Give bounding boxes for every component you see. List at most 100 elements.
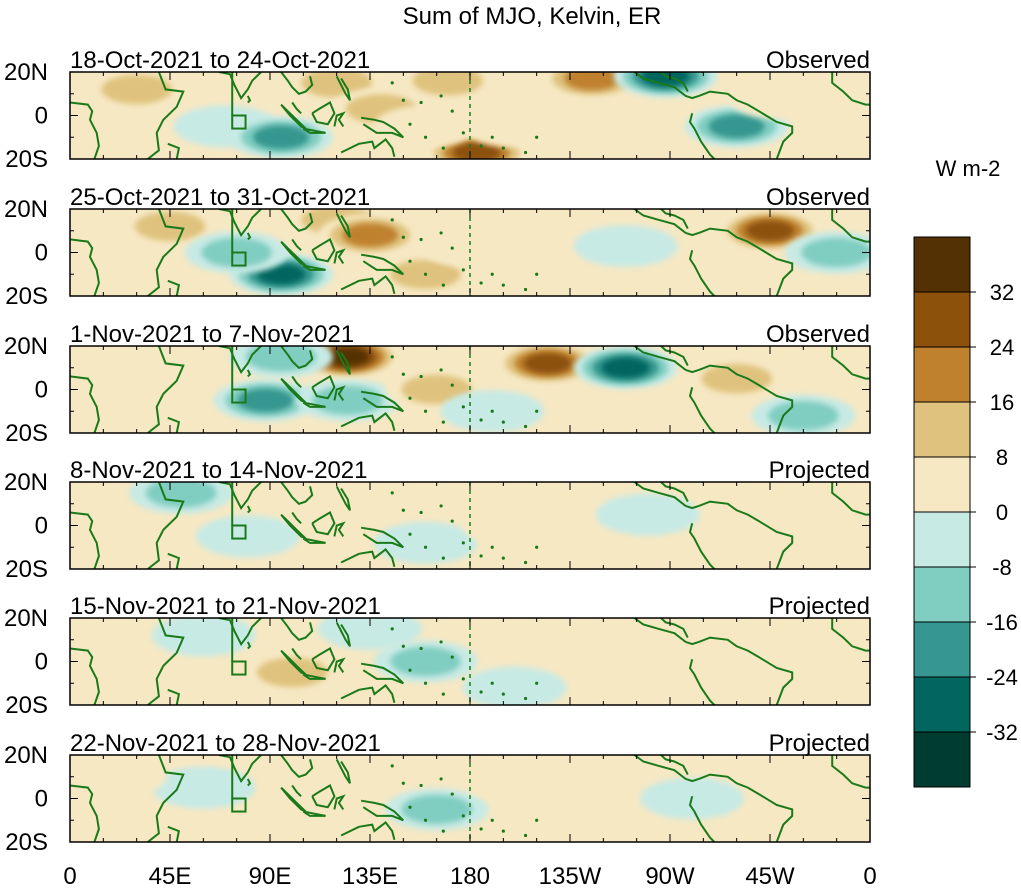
- colorbar-swatch: [913, 456, 971, 513]
- y-tick-label: 0: [35, 103, 48, 130]
- island-dot: [408, 396, 412, 400]
- island-dot: [450, 246, 454, 250]
- coastline: [302, 810, 326, 817]
- x-tick-label: 90E: [249, 863, 292, 889]
- island-dot: [501, 420, 505, 424]
- anomaly-mark: [595, 493, 700, 536]
- coastline: [335, 349, 351, 375]
- colorbar-tick-label: -24: [986, 665, 1018, 690]
- coastline: [633, 209, 700, 237]
- coastline: [291, 238, 302, 252]
- coastline: [218, 72, 262, 100]
- coastline: [280, 209, 314, 232]
- anomaly-mark: [106, 357, 211, 400]
- island-dot: [479, 690, 483, 694]
- island-dot: [501, 556, 505, 560]
- anomaly-mark: [708, 114, 765, 139]
- colorbar-tick-label: 24: [990, 335, 1014, 360]
- island-dot: [441, 556, 445, 560]
- y-tick-label: 0: [35, 513, 48, 540]
- island-dot: [461, 814, 465, 818]
- y-tick-label: 20S: [5, 556, 48, 583]
- coastline: [218, 755, 262, 783]
- coastline: [688, 523, 716, 569]
- coastline: [167, 416, 181, 433]
- coastline: [831, 482, 870, 516]
- y-tick-label: 20S: [5, 829, 48, 856]
- island-dot: [490, 272, 494, 276]
- island-dot: [401, 508, 405, 512]
- island-dot: [450, 519, 454, 523]
- island-dot: [441, 146, 445, 150]
- colorbar-swatch: [913, 621, 971, 678]
- coastline: [246, 369, 252, 378]
- y-tick-label: 20N: [4, 196, 48, 223]
- coastline: [147, 209, 185, 296]
- island-dot: [461, 131, 465, 135]
- colorbar-swatch: [913, 511, 971, 568]
- x-tick-label: 90W: [645, 863, 695, 889]
- island-dot: [401, 98, 405, 102]
- coastline: [70, 238, 100, 296]
- coastline: [280, 618, 314, 641]
- island-dot: [441, 420, 445, 424]
- anomaly-mark: [151, 618, 256, 657]
- island-dot: [423, 272, 428, 276]
- panel-6: 20N 0 20S 22-Nov-2021 to 28-Nov-2021 Project…: [4, 730, 871, 856]
- island-dot: [423, 135, 428, 139]
- coastline: [147, 346, 185, 433]
- colorbar-tick-label: 16: [990, 390, 1014, 415]
- coastline: [291, 647, 302, 661]
- coastline: [633, 482, 700, 510]
- island-dot: [523, 424, 528, 429]
- island-dot: [535, 818, 539, 822]
- colorbar-swatch: [913, 566, 971, 623]
- island-dot: [535, 681, 539, 685]
- island-dot: [408, 668, 412, 672]
- anomaly-mark: [462, 504, 567, 547]
- colorbar-swatch: [913, 291, 971, 348]
- coastline: [311, 511, 336, 536]
- anomaly-mark: [245, 346, 317, 372]
- coastline: [688, 796, 716, 842]
- coastline: [167, 825, 181, 842]
- anomaly-mark: [195, 515, 300, 558]
- island-dot: [401, 781, 405, 785]
- y-tick-label: 20N: [4, 59, 48, 86]
- anomaly-mark: [253, 125, 310, 150]
- island-dot: [390, 491, 394, 495]
- coastline: [698, 773, 794, 842]
- anomaly-mark: [641, 72, 690, 87]
- island-dot: [479, 144, 483, 148]
- coastline: [660, 72, 689, 93]
- anomaly-mark: [801, 237, 870, 268]
- coastline: [698, 227, 794, 296]
- coastline: [660, 755, 689, 776]
- coastline: [333, 657, 346, 673]
- coastline: [633, 755, 700, 783]
- coastline: [147, 72, 185, 159]
- colorbar-swatch: [913, 401, 971, 458]
- x-tick-label: 0: [863, 863, 876, 889]
- coastline: [633, 618, 700, 646]
- island-dot: [390, 764, 394, 768]
- island-dot: [523, 150, 528, 155]
- coastline: [302, 127, 326, 134]
- chart-title: Sum of MJO, Kelvin, ER: [403, 3, 662, 30]
- island-dot: [419, 237, 423, 242]
- coastline: [291, 375, 302, 389]
- island-dot: [523, 287, 528, 292]
- island-dot: [535, 545, 539, 549]
- anomaly-mark: [523, 353, 572, 374]
- reference-box: [231, 388, 247, 404]
- coastline: [70, 511, 100, 569]
- anomaly-mark: [462, 666, 567, 705]
- coastline: [291, 101, 302, 115]
- coastline: [335, 212, 351, 238]
- coastline: [311, 784, 336, 809]
- y-tick-label: 0: [35, 377, 48, 404]
- coastline: [147, 755, 185, 842]
- panel-date-label: 15-Nov-2021 to 21-Nov-2021: [70, 593, 381, 620]
- anomaly-mark: [401, 374, 472, 405]
- coastline: [246, 641, 252, 650]
